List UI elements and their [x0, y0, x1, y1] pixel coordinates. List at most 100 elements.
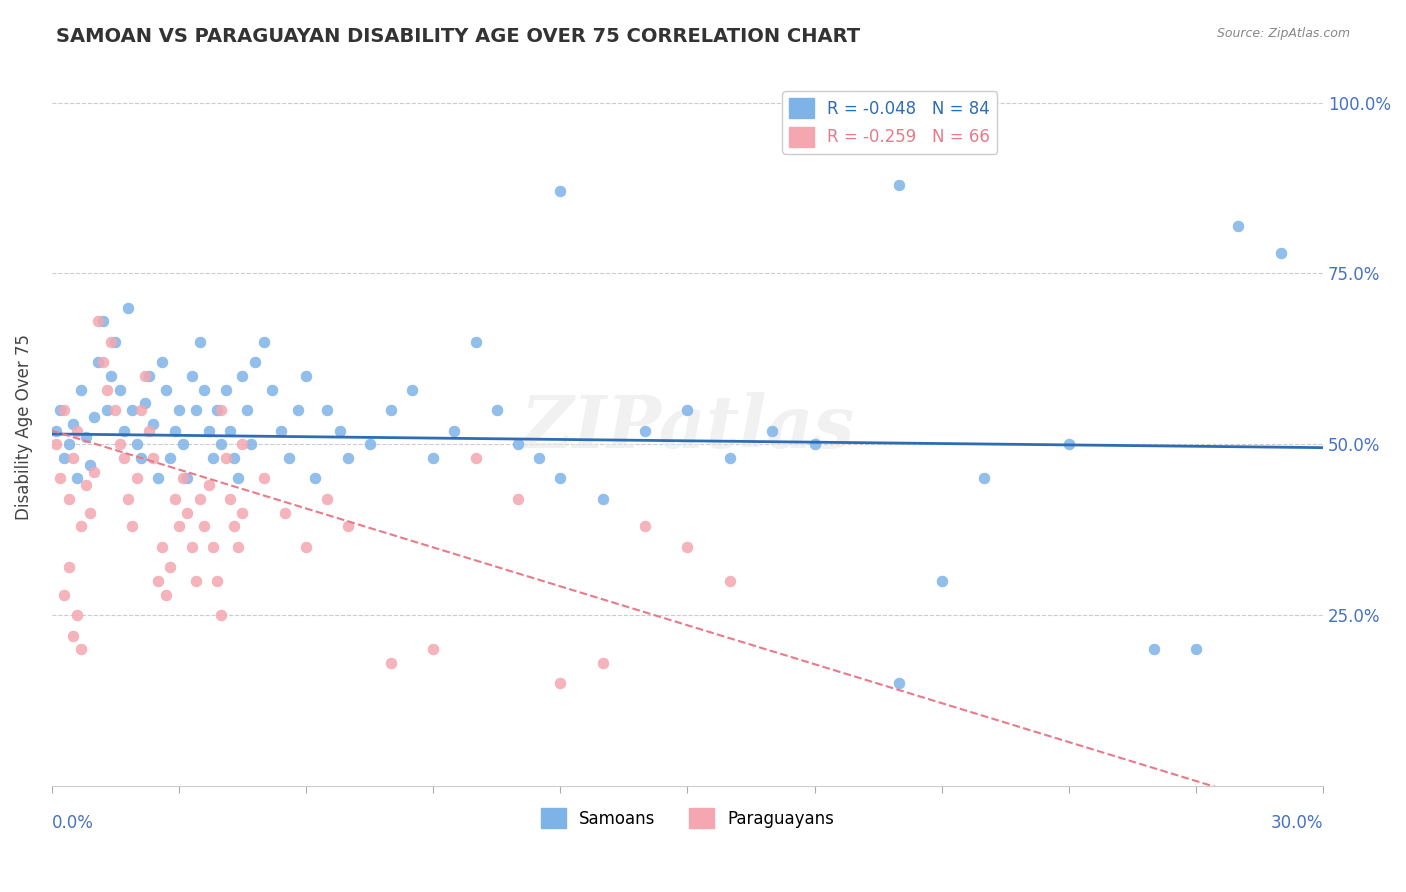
Text: 30.0%: 30.0% [1271, 814, 1323, 832]
Point [184, 403, 207, 417]
Point [274, 506, 297, 520]
Point [278, 450, 301, 465]
Point [718, 450, 741, 465]
Point [209, 403, 232, 417]
Point [287, 403, 309, 417]
Point [270, 424, 292, 438]
Point [167, 403, 190, 417]
Point [58, 491, 80, 506]
Point [134, 396, 156, 410]
Point [100, 368, 122, 383]
Point [1270, 246, 1292, 260]
Point [205, 574, 228, 588]
Point [66, 424, 89, 438]
Point [96, 383, 118, 397]
Point [506, 491, 529, 506]
Point [79, 458, 101, 472]
Point [108, 437, 131, 451]
Point [129, 403, 152, 417]
Point [125, 437, 148, 451]
Point [134, 368, 156, 383]
Point [159, 450, 181, 465]
Point [1227, 219, 1250, 233]
Point [380, 403, 402, 417]
Text: 0.0%: 0.0% [52, 814, 94, 832]
Point [222, 519, 245, 533]
Point [422, 450, 444, 465]
Point [295, 368, 318, 383]
Point [159, 560, 181, 574]
Point [83, 409, 105, 424]
Point [304, 471, 326, 485]
Point [889, 676, 911, 690]
Point [222, 450, 245, 465]
Point [75, 430, 97, 444]
Point [1142, 642, 1164, 657]
Point [422, 642, 444, 657]
Point [121, 519, 143, 533]
Point [83, 465, 105, 479]
Y-axis label: Disability Age Over 75: Disability Age Over 75 [15, 334, 32, 520]
Point [295, 540, 318, 554]
Point [142, 450, 165, 465]
Point [125, 471, 148, 485]
Point [53, 403, 76, 417]
Legend: Samoans, Paraguayans: Samoans, Paraguayans [534, 801, 841, 835]
Point [443, 424, 465, 438]
Point [184, 574, 207, 588]
Point [75, 478, 97, 492]
Point [62, 417, 84, 431]
Point [49, 471, 72, 485]
Point [155, 383, 177, 397]
Point [121, 403, 143, 417]
Point [329, 424, 352, 438]
Point [262, 383, 284, 397]
Point [550, 471, 572, 485]
Point [239, 437, 262, 451]
Point [188, 491, 211, 506]
Point [112, 424, 135, 438]
Point [231, 368, 253, 383]
Point [70, 383, 93, 397]
Point [464, 334, 486, 349]
Point [87, 314, 110, 328]
Point [180, 368, 202, 383]
Point [167, 519, 190, 533]
Point [973, 471, 995, 485]
Point [201, 450, 224, 465]
Point [197, 478, 219, 492]
Point [761, 424, 783, 438]
Point [45, 437, 67, 451]
Point [79, 506, 101, 520]
Point [146, 574, 169, 588]
Point [104, 403, 127, 417]
Point [91, 355, 114, 369]
Point [889, 178, 911, 192]
Point [231, 506, 253, 520]
Point [193, 383, 215, 397]
Point [218, 424, 240, 438]
Point [380, 656, 402, 670]
Point [58, 437, 80, 451]
Point [70, 642, 93, 657]
Point [209, 437, 232, 451]
Point [87, 355, 110, 369]
Point [163, 424, 186, 438]
Point [163, 491, 186, 506]
Point [172, 437, 194, 451]
Point [1057, 437, 1080, 451]
Point [117, 491, 139, 506]
Point [45, 424, 67, 438]
Point [592, 656, 614, 670]
Point [150, 540, 173, 554]
Point [231, 437, 253, 451]
Point [464, 450, 486, 465]
Point [634, 424, 657, 438]
Point [359, 437, 381, 451]
Text: ZIPatlas: ZIPatlas [520, 392, 855, 463]
Point [235, 403, 257, 417]
Point [337, 519, 360, 533]
Point [253, 471, 276, 485]
Point [62, 450, 84, 465]
Point [49, 403, 72, 417]
